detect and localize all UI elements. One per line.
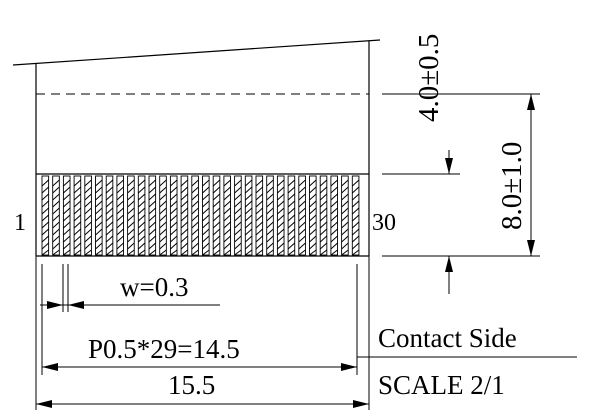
contact-pad bbox=[148, 175, 157, 256]
dim-pitch-label: P0.5*29=14.5 bbox=[88, 334, 240, 364]
dim-contact-length-arrow-top bbox=[527, 94, 535, 110]
dim-contact-length-label: 8.0±1.0 bbox=[496, 142, 528, 230]
cable-outline bbox=[12, 39, 381, 257]
contact-pad bbox=[84, 175, 92, 256]
contact-pad bbox=[223, 175, 231, 256]
contact-pads bbox=[41, 175, 360, 256]
dim-total-arrow-left bbox=[36, 400, 52, 408]
dim-pitch-arrow-right bbox=[341, 363, 357, 371]
dim-total-label: 15.5 bbox=[168, 370, 215, 400]
dim-stiffener-arrow-down bbox=[445, 158, 453, 174]
pin-last-label: 30 bbox=[372, 210, 396, 236]
contact-pad bbox=[62, 175, 71, 256]
contact-pad bbox=[244, 175, 253, 256]
contact-pad bbox=[276, 175, 285, 256]
dim-total: 15.5 bbox=[36, 370, 369, 408]
contact-pad bbox=[137, 175, 146, 256]
contact-pad bbox=[287, 175, 296, 256]
contact-pad bbox=[127, 175, 135, 256]
contact-pad bbox=[95, 175, 103, 256]
cable-cut-edge bbox=[12, 39, 381, 66]
extension-lines-right bbox=[382, 93, 540, 257]
contact-pad bbox=[105, 175, 114, 256]
contact-pad bbox=[319, 175, 328, 256]
contact-pad bbox=[41, 175, 50, 256]
contact-pad bbox=[180, 175, 189, 256]
dim-width-arrow-left bbox=[47, 301, 63, 309]
contact-pad bbox=[330, 175, 338, 256]
contact-pad bbox=[169, 175, 178, 256]
contact-pad bbox=[234, 175, 242, 256]
contact-pad bbox=[73, 175, 82, 256]
dim-pitch-arrow-left bbox=[42, 363, 58, 371]
notes: Contact Side SCALE 2/1 bbox=[357, 323, 577, 400]
dim-stiffener-label: 4.0±0.5 bbox=[413, 34, 445, 122]
contact-pad bbox=[351, 175, 360, 256]
contact-pad bbox=[159, 175, 167, 256]
dim-stiffener: 4.0±0.5 bbox=[413, 34, 453, 294]
dim-pitch: P0.5*29=14.5 bbox=[42, 334, 357, 371]
pin-first-label: 1 bbox=[14, 210, 26, 236]
contact-pad bbox=[266, 175, 274, 256]
contact-pad bbox=[298, 175, 306, 256]
dim-width-arrow-right bbox=[68, 301, 84, 309]
dim-contact-length: 8.0±1.0 bbox=[496, 94, 535, 256]
contact-pad bbox=[212, 175, 221, 256]
contact-pad bbox=[116, 175, 124, 256]
contact-pad bbox=[191, 175, 199, 256]
contact-pad bbox=[341, 175, 349, 256]
dim-total-arrow-right bbox=[353, 400, 369, 408]
scale-label: SCALE 2/1 bbox=[378, 370, 505, 400]
contact-pad bbox=[255, 175, 264, 256]
dim-width: w=0.3 bbox=[40, 272, 220, 309]
dim-stiffener-arrow-up bbox=[445, 256, 453, 272]
contact-pad bbox=[202, 175, 210, 256]
contact-pad bbox=[52, 175, 60, 256]
contact-side-label: Contact Side bbox=[378, 323, 517, 353]
dim-contact-length-arrow-bottom bbox=[527, 240, 535, 256]
dim-width-label: w=0.3 bbox=[120, 272, 188, 302]
contact-pad bbox=[309, 175, 317, 256]
